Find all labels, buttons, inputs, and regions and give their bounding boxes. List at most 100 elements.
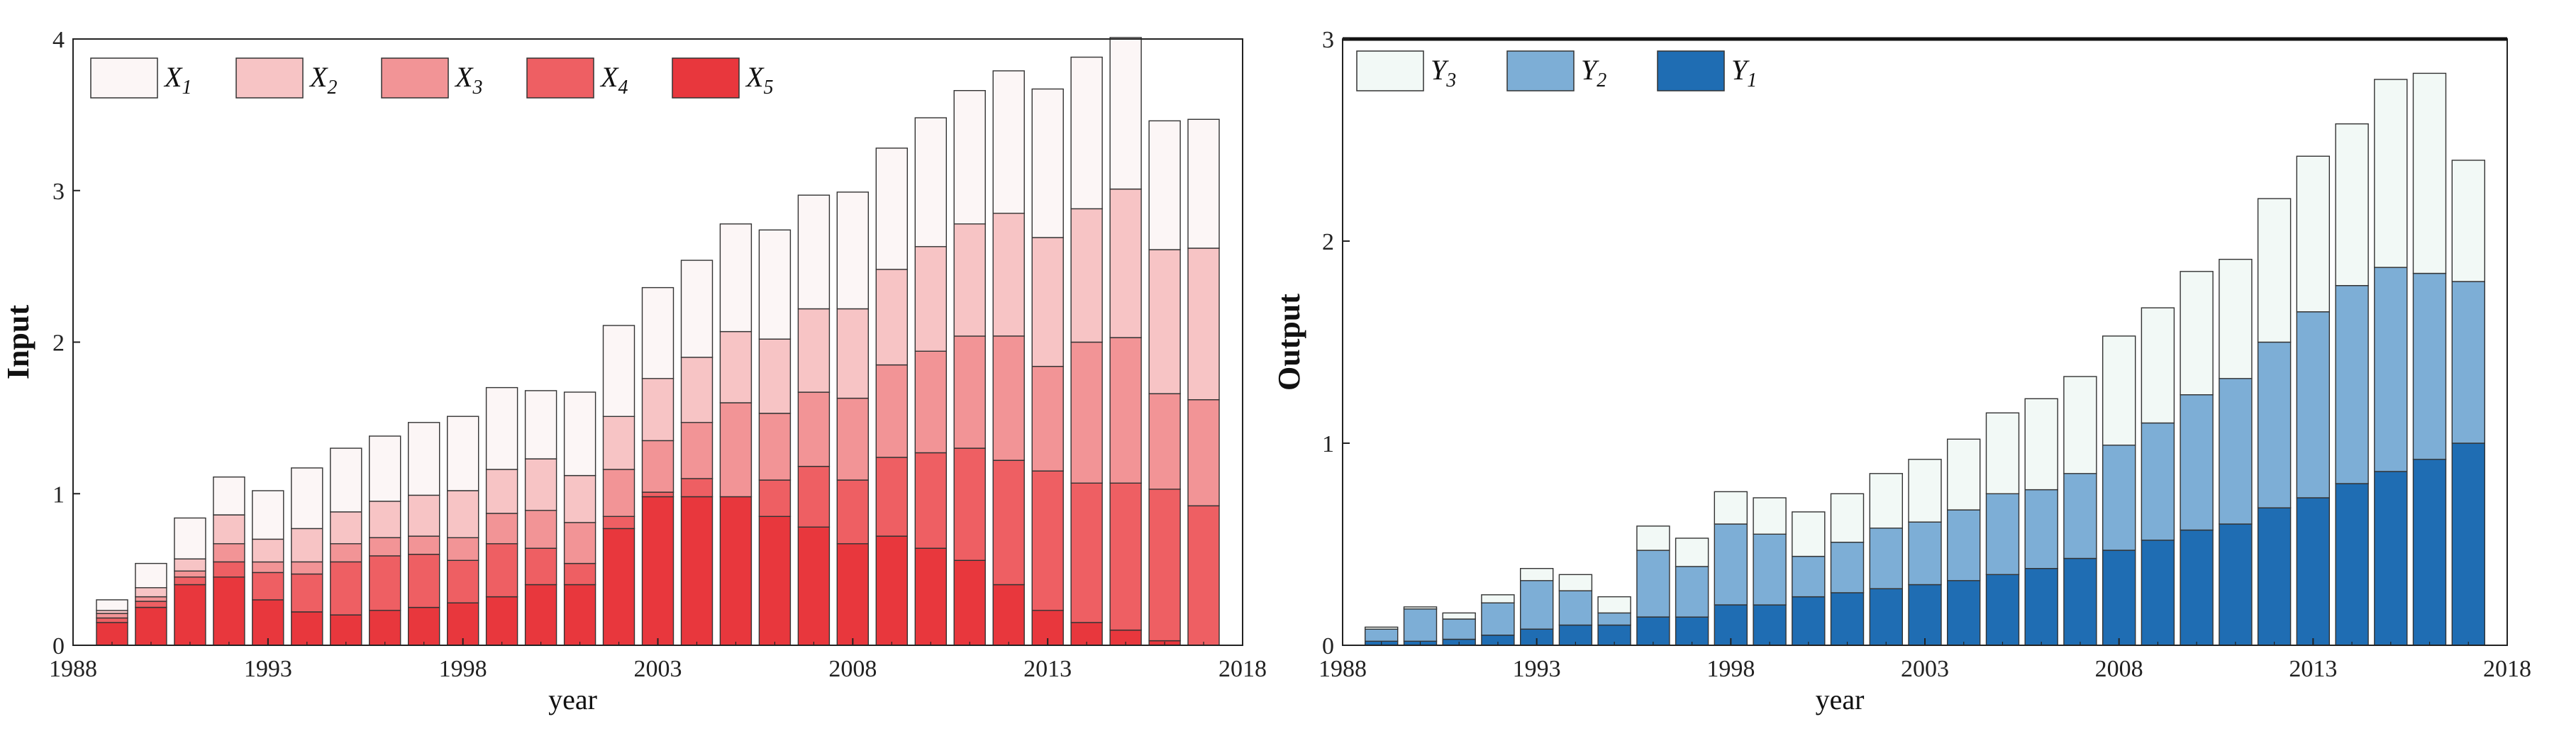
bar-y3-1995 (1597, 596, 1631, 614)
bar-x3-1996 (369, 537, 401, 557)
y-axis-title: Output (1272, 294, 1306, 391)
bar-x4-2013 (1031, 470, 1064, 611)
bar-x3-1998 (447, 537, 479, 562)
bar-x5-1996 (369, 610, 401, 646)
legend-swatch-x3 (381, 57, 449, 99)
bar-x2-1999 (485, 469, 518, 514)
bar-x2-1991 (174, 558, 206, 572)
bar-x5-2012 (992, 584, 1025, 646)
bar-x2-2015 (1109, 188, 1142, 338)
bar-y3-2006 (2024, 398, 2058, 491)
x-axis-title: year (1816, 684, 1865, 715)
legend-label-y1: Y1 (1731, 54, 1757, 91)
bar-y2-2006 (2024, 489, 2058, 569)
bar-y1-1996 (1636, 616, 1670, 646)
bar-x3-1995 (330, 543, 362, 563)
bar-x2-2003 (641, 378, 674, 442)
x-tick-label: 2003 (634, 656, 682, 682)
bar-y2-2017 (2451, 281, 2486, 444)
bar-y3-2016 (2412, 72, 2447, 274)
bar-y2-1990 (1403, 608, 1438, 642)
bar-x2-2009 (875, 269, 909, 366)
bar-y2-2004 (1946, 509, 1981, 581)
bar-y1-2009 (2141, 540, 2175, 646)
legend-label-y2: Y2 (1581, 54, 1606, 91)
bar-y3-2011 (2219, 259, 2253, 379)
bar-x4-1990 (135, 601, 167, 608)
bar-x4-1993 (252, 572, 284, 601)
bar-x1-1989 (96, 599, 128, 611)
y-tick-label: 4 (52, 27, 65, 53)
bar-y2-2016 (2412, 272, 2447, 460)
bar-y3-2014 (2335, 123, 2369, 286)
bar-x2-2008 (836, 308, 870, 399)
bar-x3-2014 (1070, 341, 1103, 484)
bar-x5-2006 (758, 516, 792, 646)
bar-x2-1993 (252, 538, 284, 563)
bar-y3-2003 (1908, 459, 1942, 523)
bar-x2-2010 (914, 246, 948, 352)
legend-swatch-x5 (672, 57, 740, 99)
bar-x3-2017 (1187, 399, 1220, 507)
x-tick-label: 1988 (49, 656, 97, 682)
bar-x4-2015 (1109, 482, 1142, 631)
bar-x4-2009 (875, 457, 909, 537)
bar-x2-1994 (291, 528, 323, 563)
bar-x2-1997 (408, 494, 440, 537)
bar-x3-2015 (1109, 337, 1142, 484)
bar-x2-1996 (369, 501, 401, 538)
bar-y1-2000 (1792, 596, 1826, 646)
bar-x3-2011 (953, 335, 986, 449)
bar-y1-2015 (2374, 471, 2408, 646)
x-tick-label: 1993 (1513, 656, 1561, 682)
bar-x4-2008 (836, 479, 870, 545)
chart-input: 0 1 2 3 4 1988 1993 1998 2003 2008 2013 2018 year Inp… (1, 27, 1267, 715)
legend-label-x4: X4 (599, 61, 628, 99)
legend-label-x2: X2 (309, 61, 337, 99)
bar-x3-1992 (213, 543, 245, 563)
bar-y1-2012 (2257, 507, 2292, 646)
bar-y3-2008 (2102, 335, 2136, 446)
bar-y1-2010 (2180, 529, 2214, 646)
bar-x5-2002 (602, 528, 635, 646)
bar-y1-2004 (1946, 580, 1981, 646)
bar-x1-1998 (447, 416, 479, 491)
bar-y3-1990 (1403, 606, 1438, 610)
x-tick-label: 2008 (828, 656, 877, 682)
bar-x3-1993 (252, 561, 284, 574)
bar-x3-2006 (758, 413, 792, 481)
y-tick-label: 0 (1322, 633, 1334, 659)
legend-swatch-x1 (90, 57, 158, 99)
legend-swatch-x4 (526, 57, 594, 99)
bar-x4-1991 (174, 576, 206, 586)
bar-x1-2013 (1031, 88, 1064, 238)
bar-y1-2013 (2296, 497, 2331, 646)
bar-x2-2007 (797, 308, 831, 393)
legend-label-x3: X3 (454, 61, 482, 99)
x-tick-label: 2008 (2095, 656, 2143, 682)
bar-y3-1989 (1364, 626, 1399, 630)
bar-x1-2000 (524, 390, 557, 459)
bar-y2-2005 (1985, 493, 2020, 575)
bar-y2-2007 (2063, 473, 2097, 559)
bar-y2-2013 (2296, 311, 2331, 498)
bar-x1-2002 (602, 325, 635, 418)
bar-y3-1991 (1442, 612, 1476, 620)
bar-x4-2010 (914, 452, 948, 549)
bar-y3-1999 (1753, 497, 1787, 535)
bar-x1-1994 (291, 467, 323, 530)
bar-x4-1995 (330, 561, 362, 615)
bar-y2-2015 (2374, 267, 2408, 472)
x-axis-title: year (548, 684, 597, 715)
bar-x2-1990 (135, 587, 167, 598)
bar-x2-2005 (719, 330, 753, 403)
bar-y2-2009 (2141, 422, 2175, 541)
legend: Y3 Y2 Y1 (1356, 50, 1757, 91)
y-tick-label: 0 (52, 633, 65, 659)
bar-x3-2000 (524, 510, 557, 549)
bar-y2-1989 (1364, 628, 1399, 642)
bar-y3-2017 (2451, 160, 2486, 282)
bar-x1-1990 (135, 562, 167, 589)
bar-y1-2017 (2451, 442, 2486, 646)
